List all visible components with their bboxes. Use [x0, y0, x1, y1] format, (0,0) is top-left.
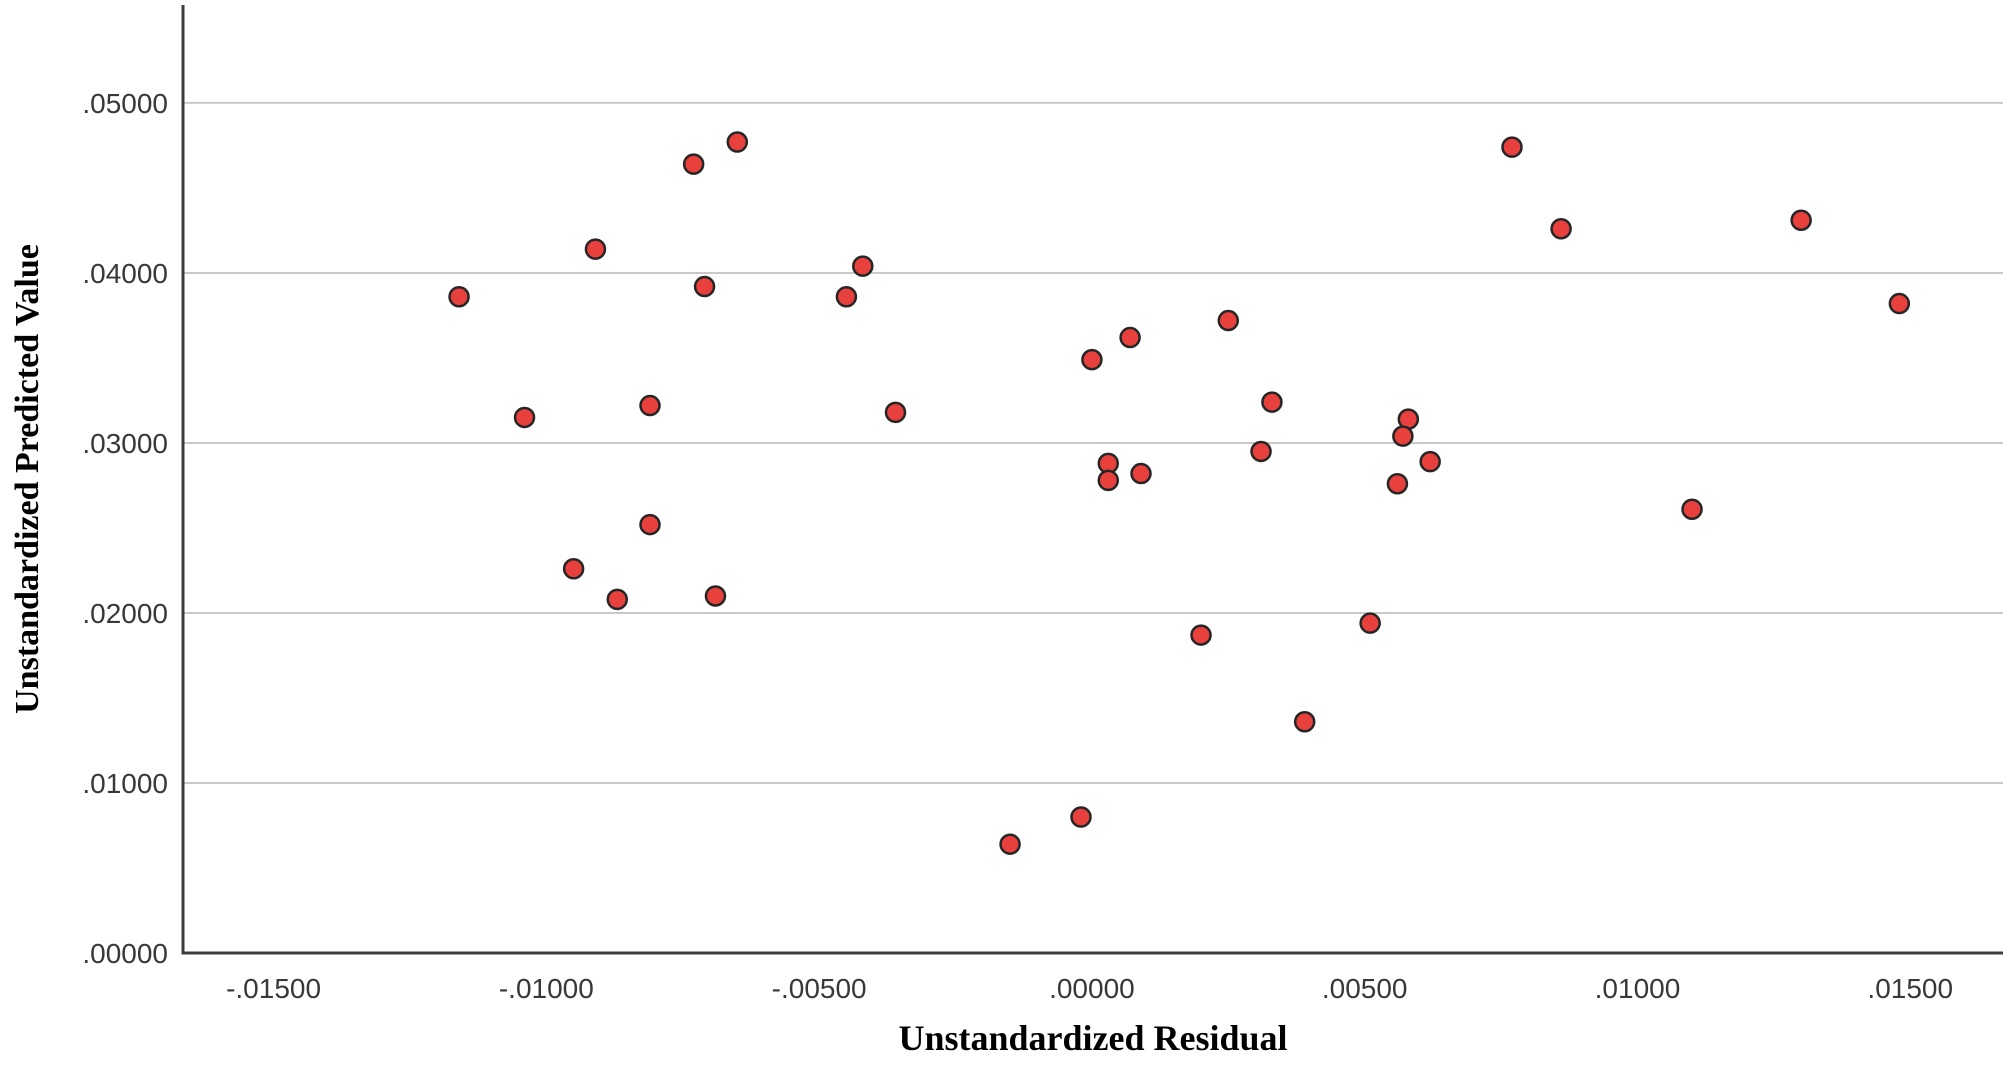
data-point: [606, 588, 629, 611]
data-point: [1097, 469, 1120, 492]
data-point: [835, 285, 858, 308]
data-point: [1681, 498, 1703, 521]
axes-group: [181, 5, 2003, 955]
data-point: [1790, 209, 1812, 231]
data-point: [1359, 612, 1381, 634]
data-point: [1070, 806, 1092, 828]
data-point: [1130, 462, 1152, 485]
x-tick-label: .00000: [1049, 973, 1135, 1004]
data-point: [1217, 309, 1240, 332]
data-point: [639, 394, 661, 417]
data-point: [1293, 711, 1316, 733]
data-point: [639, 513, 661, 536]
y-tick-label: .03000: [82, 428, 168, 459]
data-point: [682, 153, 705, 175]
gridlines-group: [183, 101, 2003, 784]
data-point: [1081, 348, 1103, 371]
data-point: [1190, 624, 1212, 646]
x-tick-label: -.01500: [226, 973, 321, 1004]
y-tick-label: .01000: [82, 768, 168, 799]
data-point: [999, 833, 1021, 855]
data-point: [1386, 473, 1409, 495]
data-point: [726, 131, 749, 153]
data-point: [1119, 326, 1141, 349]
data-point: [852, 255, 874, 277]
data-point: [1250, 440, 1272, 463]
y-tick-label: .04000: [82, 258, 168, 289]
x-tick-label: .00500: [1322, 973, 1408, 1004]
data-point: [1888, 292, 1911, 315]
data-point: [584, 238, 607, 260]
x-tick-label: -.00500: [772, 973, 867, 1004]
y-tick-label: .05000: [82, 88, 168, 119]
data-point: [562, 558, 585, 580]
data-point: [1261, 391, 1283, 413]
x-axis-title: Unstandardized Residual: [898, 1018, 1287, 1058]
x-tick-label: -.01000: [499, 973, 594, 1004]
data-point: [448, 285, 470, 308]
data-point: [693, 275, 716, 298]
y-axis-title: Unstandardized Predicted Value: [9, 244, 46, 714]
x-tick-label: .01000: [1595, 973, 1681, 1004]
data-points-group: [448, 131, 1911, 855]
data-point: [513, 406, 536, 429]
y-tick-label: .00000: [82, 938, 168, 969]
data-point: [1550, 217, 1572, 240]
data-point: [1392, 425, 1414, 447]
data-point: [704, 585, 727, 607]
data-point: [1501, 136, 1523, 158]
y-tick-label: .02000: [82, 598, 168, 629]
data-point: [884, 401, 907, 424]
tick-labels-group: .00000 .01000 .02000 .03000 .04000 .05000 -.01…: [82, 88, 1953, 1004]
x-tick-label: .01500: [1867, 973, 1953, 1004]
data-point: [1419, 450, 1441, 473]
